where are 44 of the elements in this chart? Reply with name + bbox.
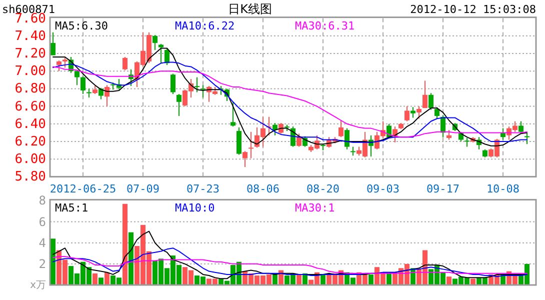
bar — [368, 274, 374, 285]
y-tick-label: 6 — [38, 214, 46, 229]
x-tick-label: 08-06 — [246, 182, 280, 196]
y-tick-label: 7.00 — [14, 64, 46, 80]
text: MA30:1 — [295, 202, 335, 215]
bar — [278, 270, 284, 285]
bar — [104, 272, 110, 285]
x-tick-label: 09-17 — [426, 182, 460, 196]
text: MA5:1 — [55, 202, 88, 215]
y-tick-label: 5.80 — [14, 170, 46, 185]
bar — [446, 276, 452, 285]
text: MA5:6.30 — [55, 19, 108, 32]
text: MA10:0 — [175, 202, 215, 215]
y-tick-label: 7.20 — [14, 46, 46, 62]
y-tick-label: 7.40 — [14, 28, 46, 44]
x-tick-label: 09-03 — [366, 182, 400, 196]
bar — [122, 204, 128, 285]
bar — [296, 274, 302, 285]
y-tick-label: 8 — [38, 194, 46, 208]
bar — [386, 273, 392, 285]
bar — [98, 278, 104, 285]
bar — [470, 278, 476, 285]
y-tick-label: 6.20 — [14, 134, 46, 150]
x-tick-label: 10-08 — [486, 182, 520, 196]
bar — [128, 232, 134, 285]
chart-title: 日K线图 — [228, 2, 272, 16]
y-tick-label: 4 — [38, 236, 46, 250]
y-tick-label: 6.00 — [14, 152, 46, 168]
text: MA10:6.22 — [175, 19, 235, 32]
y-tick-label: 6.40 — [14, 116, 46, 132]
y-axis-title: x万 — [30, 280, 46, 291]
y-tick-label: 7.60 — [14, 11, 46, 26]
x-tick-label: 07-09 — [126, 182, 160, 196]
bar — [92, 273, 98, 285]
text: MA30:6.31 — [295, 19, 355, 32]
x-tick-label: 2012-06-25 — [50, 182, 116, 196]
line-series — [52, 256, 528, 274]
x-tick-label: 07-23 — [186, 182, 220, 196]
y-tick-label: 6.80 — [14, 82, 46, 97]
x-tick-label: 08-20 — [306, 182, 340, 196]
line-series — [52, 248, 528, 278]
y-tick-label: 6.60 — [14, 99, 46, 114]
text: 2012-10-12 15:03:08 — [410, 3, 536, 16]
y-tick-label: 2 — [38, 256, 46, 271]
